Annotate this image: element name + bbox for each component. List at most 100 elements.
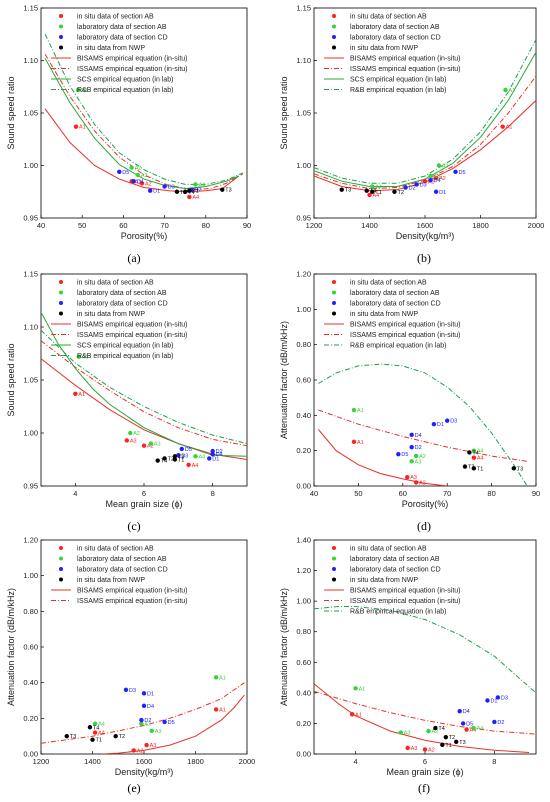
curve-bisams (314, 683, 530, 753)
point-label: D3 (501, 695, 508, 701)
legend-label-lab_ab: laboratory data of section AB (77, 24, 167, 31)
point-label: A4 (199, 454, 206, 460)
point-label: T2 (119, 734, 125, 740)
x-tick-label: 2000 (528, 221, 545, 230)
point-label: D2 (216, 449, 223, 455)
data-point-green-A2 (426, 728, 431, 734)
point-label: T3 (70, 734, 76, 740)
point-label: A4 (477, 726, 484, 732)
point-label: A2 (428, 747, 435, 753)
data-point-red-A3 (405, 745, 410, 751)
legend-marker-insitu_nwp (59, 45, 63, 50)
chart-panel-e: 0.00 0.20 0.40 0.60 0.80 1.00 1.20 1200 1400 1600… (6, 536, 255, 796)
point-label: T3 (517, 466, 523, 472)
point-label: A1 (355, 712, 362, 718)
y-tick-label: 0.95 (23, 214, 38, 223)
point-label: D4 (434, 178, 441, 184)
data-point-green-A3 (135, 172, 141, 178)
point-label: D2 (144, 718, 151, 724)
legend-label-insitu_ab: in situ data of section AB (350, 280, 427, 287)
point-label: A1 (219, 707, 226, 713)
x-tick-label: 50 (78, 221, 86, 230)
plot-area: A1 A2 A3 A4 A1 A2 A3 A4 D1 D2 D3 D4 D5 T1 T2 T3 T4 (314, 606, 536, 753)
x-tick-label: 40 (310, 489, 318, 498)
data-point-red-A1 (73, 391, 78, 396)
point-label: D2 (194, 188, 201, 194)
point-label: A4 (192, 463, 199, 469)
data-point-blue-D2 (403, 185, 408, 190)
legend-label-bisams: BISAMS empirical equation (in-situ) (350, 56, 461, 63)
y-axis-title: Sound speed ratio (6, 343, 16, 416)
legend-marker-insitu_ab (59, 14, 63, 18)
y-tick-label: 0.60 (296, 658, 311, 667)
legend-label-insitu_ab: in situ data of section AB (350, 546, 427, 553)
legend-marker-lab_cd (59, 567, 63, 571)
point-label: T3 (345, 188, 351, 194)
y-tick-label: 0.40 (23, 678, 38, 687)
point-label: D4 (147, 704, 154, 710)
y-axis-title: Attenuation factor (dB/m/kHz) (6, 588, 16, 706)
data-point-black-T3 (64, 733, 69, 739)
data-point-red-A2 (422, 747, 428, 752)
data-point-red-A1 (351, 439, 357, 445)
legend-marker-insitu_nwp (332, 45, 336, 50)
data-point-green-A3 (409, 459, 414, 464)
legend-label-lab_cd: laboratory data of section CD (350, 35, 441, 42)
legend-marker-lab_ab (59, 24, 63, 29)
data-point-green-A4 (193, 182, 198, 187)
x-tick-label: 70 (160, 221, 168, 230)
point-label: D1 (212, 456, 219, 462)
point-label: D3 (129, 688, 136, 694)
point-label: A1 (219, 675, 226, 681)
point-label: A3 (155, 729, 162, 735)
data-point-blue-D3 (176, 453, 181, 458)
legend-label-scs: SCS empirical equation (in lab) (350, 77, 447, 84)
curve-rb (41, 329, 247, 445)
data-point-red-A4 (471, 455, 477, 460)
data-point-green-A4 (92, 721, 98, 726)
point-label: A2 (419, 454, 426, 460)
x-tick-label: 1800 (472, 221, 489, 230)
data-point-green-A2 (128, 430, 133, 436)
legend-label-rb: R&B empirical equation (in lab) (350, 343, 447, 350)
y-axis-title: Attenuation factor (dB/m/kHz) (279, 588, 289, 706)
y-tick-label: 1.40 (296, 536, 311, 545)
legend-marker-insitu_ab (59, 546, 63, 550)
point-label: T2 (397, 190, 403, 196)
point-label: D3 (420, 182, 427, 188)
y-tick-label: 0.20 (296, 719, 311, 728)
legend-marker-lab_cd (332, 567, 336, 571)
legend: in situ data of section AB laboratory dat… (324, 280, 461, 350)
curve-issams (41, 682, 245, 744)
data-point-red-A1 (73, 124, 79, 129)
y-tick-label: 0.60 (296, 376, 311, 385)
y-tick-label: 0.00 (296, 482, 311, 491)
data-point-blue-D1 (207, 456, 212, 461)
data-point-green-A4 (370, 184, 375, 189)
legend: in situ data of section AB laboratory dat… (51, 14, 188, 94)
data-point-blue-D4 (210, 452, 215, 457)
data-point-blue-D3 (414, 182, 419, 187)
plot-frame (313, 539, 537, 755)
point-label: A4 (375, 185, 382, 191)
data-point-blue-D3 (445, 418, 450, 423)
y-axis-title: Attenuation factor (dB/m/kHz) (279, 321, 289, 439)
chart-panel-c: 0.95 1.00 1.05 1.10 1.15 4 6 8 Mean grain size (… (6, 270, 248, 533)
x-tick-label: 90 (243, 221, 251, 230)
point-label: D1 (147, 691, 154, 697)
data-point-blue-D1 (147, 188, 153, 193)
data-point-red-A3 (124, 438, 130, 443)
data-point-red-A2 (139, 181, 145, 186)
point-label: D1 (153, 189, 160, 195)
plot-area: A1 A2 A3 A4 A1 A2 A3 A4 D1 D2 D3 D4 D5 T1 T2 T3 T4 (41, 675, 245, 754)
data-point-green-A3 (149, 728, 154, 734)
data-point-green-A2 (413, 453, 419, 459)
x-tick-label: 4 (354, 757, 358, 766)
legend: in situ data of section AB laboratory dat… (51, 546, 188, 605)
legend-label-insitu_nwp: in situ data from NWP (77, 45, 145, 52)
plot-frame (40, 539, 248, 755)
data-point-black-T1 (172, 457, 178, 462)
data-point-blue-D1 (485, 698, 490, 703)
legend-label-insitu_nwp: in situ data from NWP (350, 45, 418, 52)
curve-rb (44, 33, 244, 185)
